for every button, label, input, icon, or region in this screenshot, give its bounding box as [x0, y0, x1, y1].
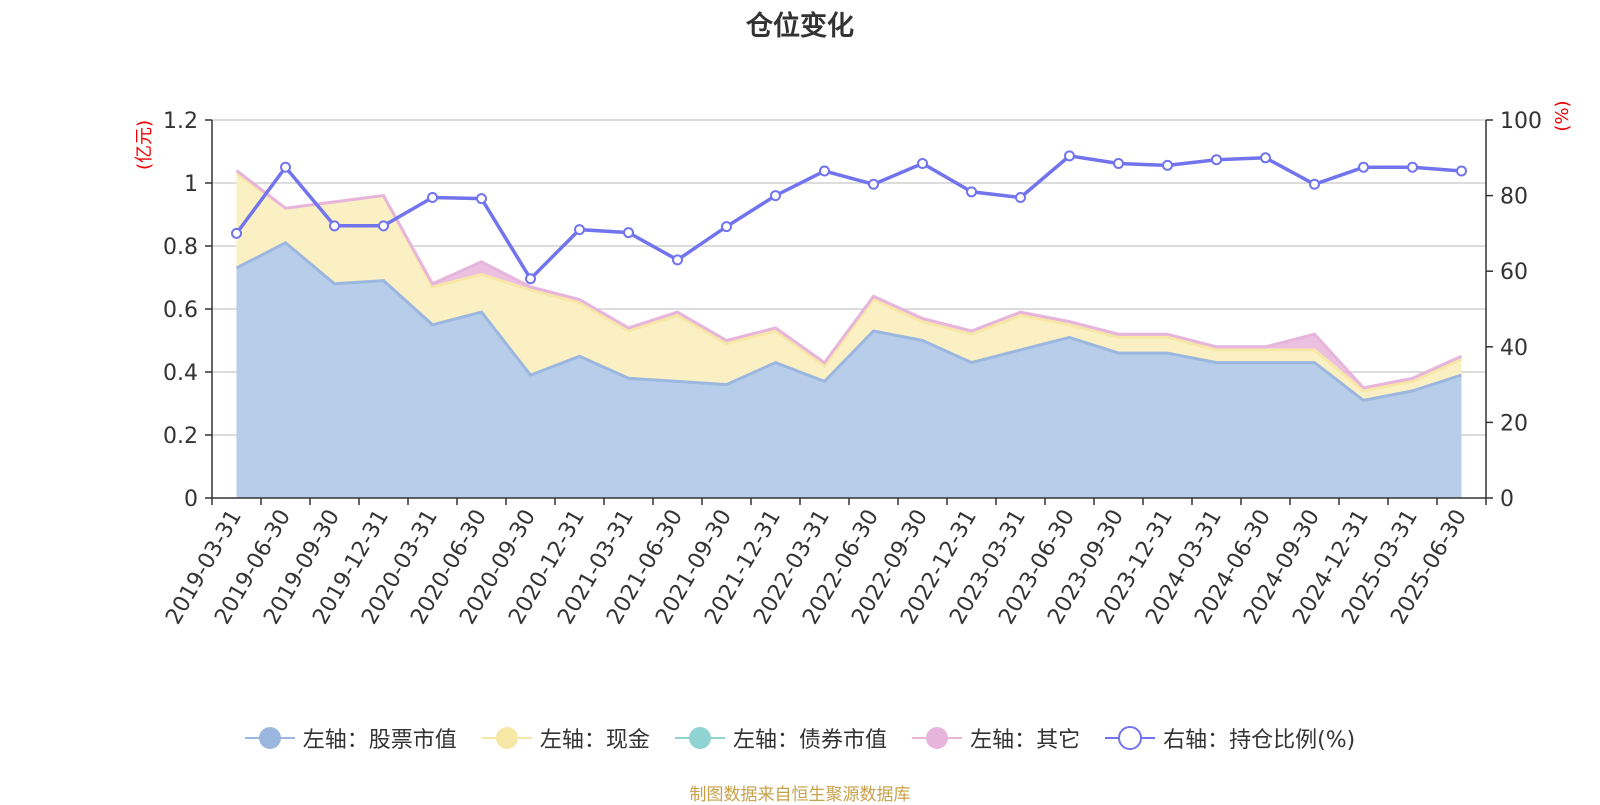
legend-marker-ratio	[1105, 726, 1156, 750]
legend-marker-bond	[674, 727, 725, 749]
ratio-point	[1456, 165, 1467, 177]
left-tick-label: 0.6	[163, 298, 198, 323]
legend-label-cash: 左轴：现金	[539, 728, 650, 753]
legend-marker-stock	[244, 727, 295, 749]
legend-label-bond: 左轴：债券市值	[732, 728, 887, 753]
ratio-point	[721, 221, 732, 233]
ratio-point	[917, 157, 928, 169]
ratio-point	[574, 224, 585, 236]
ratio-point	[868, 178, 879, 190]
legend-item-ratio[interactable]: 右轴：持仓比例(%)	[1105, 722, 1355, 754]
left-tick-label: 0.4	[163, 361, 198, 386]
ratio-point	[231, 227, 242, 239]
legend-item-other[interactable]: 左轴：其它	[912, 722, 1080, 754]
chart-title: 仓位变化	[746, 11, 854, 42]
ratio-point	[1211, 154, 1222, 166]
ratio-point	[378, 220, 389, 232]
left-tick-label: 0	[184, 487, 198, 512]
right-tick-label: 0	[1500, 487, 1514, 512]
legend-label-stock: 左轴：股票市值	[302, 728, 457, 753]
legend-marker-other	[912, 727, 963, 749]
area-cash	[236, 173, 1462, 401]
ratio-point	[476, 193, 487, 205]
left-tick-label: 1	[184, 172, 198, 197]
ratio-point	[1113, 157, 1124, 169]
right-tick-label: 80	[1500, 185, 1528, 210]
left-tick-label: 0.8	[163, 235, 198, 260]
area-other	[236, 170, 1462, 391]
area-outline-other	[235, 169, 1463, 390]
ratio-point	[623, 227, 634, 239]
area-outline-cash	[235, 172, 1463, 393]
ratio-line-path	[235, 154, 1462, 282]
ratio-point	[1358, 161, 1369, 173]
legend-item-cash[interactable]: 左轴：现金	[481, 722, 650, 754]
legend-marker-cash	[481, 727, 532, 749]
ratio-point	[1064, 150, 1075, 162]
area-stock	[236, 242, 1462, 498]
right-tick-label: 100	[1500, 109, 1542, 134]
ratio-point	[1309, 178, 1320, 190]
legend-item-stock[interactable]: 左轴：股票市值	[244, 722, 457, 754]
ratio-point	[525, 273, 536, 285]
left-tick-label: 1.2	[163, 109, 198, 134]
left-tick-label: 0.2	[163, 424, 198, 449]
area-outline-stock	[235, 241, 1462, 403]
ratio-point	[770, 190, 781, 202]
ratio-point	[1407, 161, 1418, 173]
legend-item-bond[interactable]: 左轴：债券市值	[674, 722, 887, 754]
legend-label-ratio: 右轴：持仓比例(%)	[1163, 728, 1356, 753]
legend-label-other: 左轴：其它	[970, 728, 1081, 753]
ratio-point	[1260, 152, 1271, 164]
ratio-point	[966, 186, 977, 198]
left-axis-unit: (亿元)	[134, 120, 155, 170]
ratio-point	[280, 161, 291, 173]
right-tick-label: 40	[1500, 336, 1528, 361]
source-note: 制图数据来自恒生聚源数据库	[689, 785, 911, 805]
right-tick-label: 20	[1500, 411, 1528, 436]
chart-legend: 左轴：股票市值 左轴：现金 左轴：债券市值 左轴：其它 右轴：持仓比例(%)	[0, 722, 1600, 754]
ratio-point	[1162, 159, 1173, 171]
right-tick-label: 60	[1500, 260, 1528, 285]
ratio-point	[329, 220, 340, 232]
right-axis-unit: (%)	[1552, 100, 1573, 131]
area-series	[235, 169, 1463, 498]
ratio-point	[1015, 191, 1026, 203]
ratio-line	[231, 150, 1467, 285]
ratio-point	[427, 191, 438, 203]
ratio-point	[819, 165, 830, 177]
ratio-point	[672, 254, 683, 266]
